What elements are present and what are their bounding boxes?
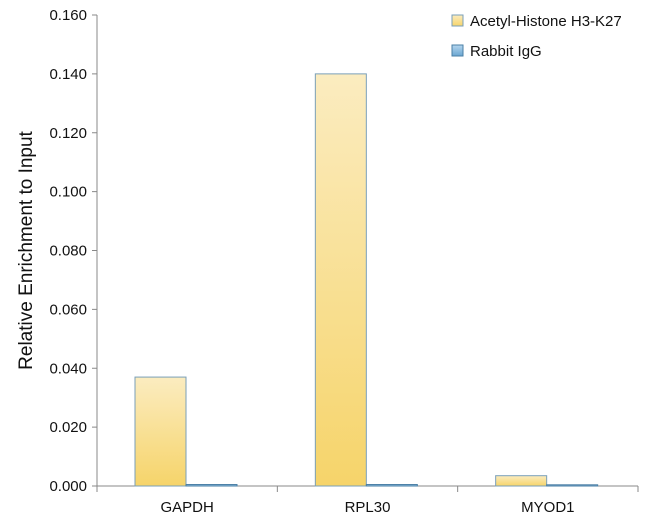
y-tick-label: 0.160	[49, 7, 87, 24]
labels: 0.000 0.020 0.040 0.060 0.080 0.100 0.120 0.140…	[16, 7, 575, 516]
y-tick-label: 0.000	[49, 478, 87, 495]
x-category-label: MYOD1	[521, 499, 574, 516]
y-tick-label: 0.080	[49, 243, 87, 260]
bar-acetyl-histone-rpl30	[314, 73, 367, 487]
bar-rabbit-igg-gapdh	[185, 484, 238, 487]
legend-label: Rabbit IgG	[470, 43, 542, 60]
y-axis-title: Relative Enrichment to Input	[16, 130, 37, 369]
bar-acetyl-histone-myod1	[495, 475, 548, 487]
bars	[134, 73, 599, 487]
bar-rabbit-igg-rpl30	[365, 484, 418, 487]
y-tick-label: 0.040	[49, 360, 87, 377]
y-tick-label: 0.060	[49, 301, 87, 318]
y-tick-label: 0.100	[49, 184, 87, 201]
bar-rabbit-igg-myod1	[546, 484, 599, 487]
x-category-label: GAPDH	[160, 499, 213, 516]
legend-label: Acetyl-Histone H3-K27	[470, 13, 622, 30]
legend: Acetyl-Histone H3-K27 Rabbit IgG	[451, 13, 622, 60]
y-tick-label: 0.020	[49, 419, 87, 436]
legend-swatch	[451, 14, 464, 27]
bar-acetyl-histone-gapdh	[134, 376, 187, 487]
x-category-label: RPL30	[345, 499, 391, 516]
y-tick-label: 0.120	[49, 125, 87, 142]
y-tick-label: 0.140	[49, 66, 87, 83]
legend-swatch	[451, 44, 464, 57]
